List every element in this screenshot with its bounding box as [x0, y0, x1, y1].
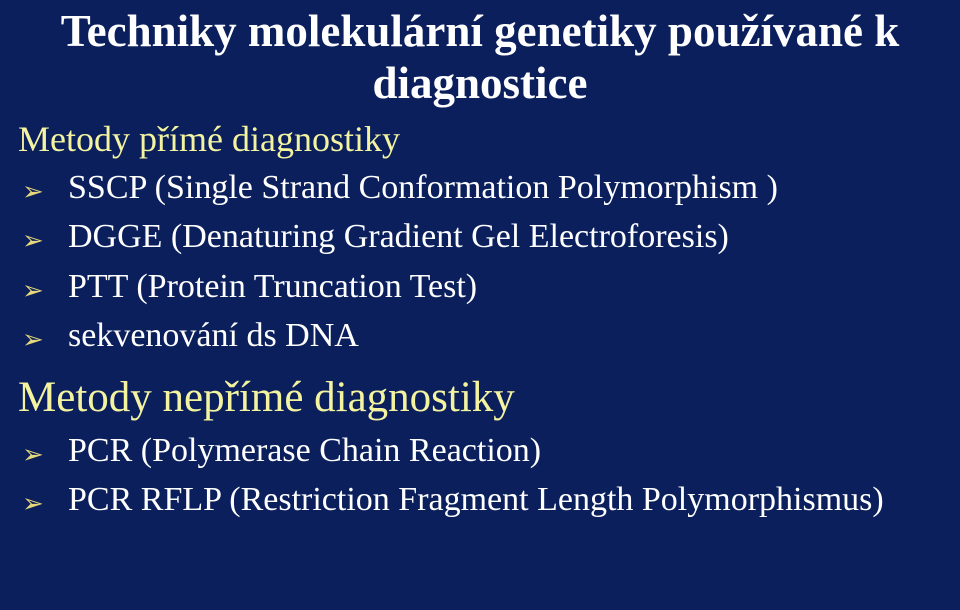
list-item: ➢ sekvenování ds DNA — [18, 311, 942, 360]
list-item-text: PCR RFLP (Restriction Fragment Length Po… — [68, 475, 884, 524]
bullet-marker-icon: ➢ — [18, 272, 68, 310]
list-item: ➢ PTT (Protein Truncation Test) — [18, 262, 942, 311]
list-item: ➢ DGGE (Denaturing Gradient Gel Electrof… — [18, 212, 942, 261]
bullet-marker-icon: ➢ — [18, 173, 68, 211]
list-item-text: DGGE (Denaturing Gradient Gel Electrofor… — [68, 212, 729, 261]
list-item-text: SSCP (Single Strand Conformation Polymor… — [68, 163, 778, 212]
list-item: ➢ PCR RFLP (Restriction Fragment Length … — [18, 475, 942, 524]
section-heading-direct: Metody přímé diagnostiky — [18, 120, 942, 160]
section-heading-indirect: Metody nepřímé diagnostiky — [18, 374, 942, 421]
list-item: ➢ SSCP (Single Strand Conformation Polym… — [18, 163, 942, 212]
slide: Techniky molekulární genetiky používané … — [0, 0, 960, 610]
list-item-text: PCR (Polymerase Chain Reaction) — [68, 426, 541, 475]
list-item-text: PTT (Protein Truncation Test) — [68, 262, 477, 311]
title-line-2: diagnostice — [372, 58, 587, 108]
bullet-list-indirect: ➢ PCR (Polymerase Chain Reaction) ➢ PCR … — [18, 426, 942, 525]
bullet-list-direct: ➢ SSCP (Single Strand Conformation Polym… — [18, 163, 942, 360]
list-item: ➢ PCR (Polymerase Chain Reaction) — [18, 426, 942, 475]
bullet-marker-icon: ➢ — [18, 436, 68, 474]
slide-title: Techniky molekulární genetiky používané … — [18, 6, 942, 110]
bullet-marker-icon: ➢ — [18, 222, 68, 260]
title-line-1: Techniky molekulární genetiky používané … — [61, 6, 899, 56]
bullet-marker-icon: ➢ — [18, 485, 68, 523]
bullet-marker-icon: ➢ — [18, 321, 68, 359]
list-item-text: sekvenování ds DNA — [68, 311, 359, 360]
